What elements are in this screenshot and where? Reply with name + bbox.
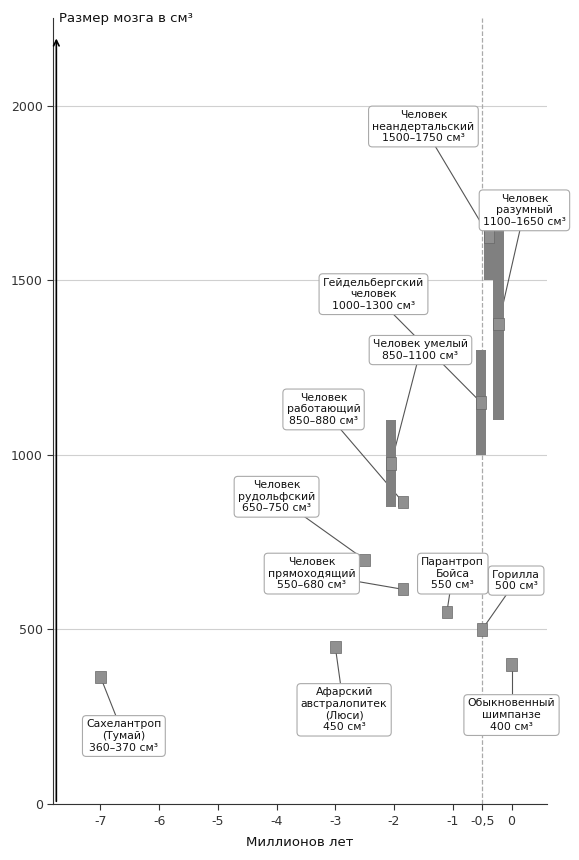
- Bar: [442, 606, 452, 618]
- Bar: [476, 350, 486, 455]
- Bar: [398, 497, 408, 507]
- Text: Человек
прямоходящий
550–680 см³: Человек прямоходящий 550–680 см³: [268, 557, 356, 590]
- Text: Парантроп
Бойса
550 см³: Парантроп Бойса 550 см³: [422, 557, 484, 590]
- Text: Человек
работающий
850–880 см³: Человек работающий 850–880 см³: [287, 393, 361, 426]
- Bar: [386, 420, 397, 507]
- Text: Человек
неандертальский
1500–1750 см³: Человек неандертальский 1500–1750 см³: [372, 110, 474, 143]
- Bar: [330, 641, 340, 653]
- Bar: [484, 230, 494, 243]
- Bar: [484, 193, 494, 280]
- Bar: [506, 658, 517, 671]
- Bar: [493, 317, 504, 330]
- Bar: [360, 554, 370, 566]
- Text: Сахелантроп
(Тумай)
360–370 см³: Сахелантроп (Тумай) 360–370 см³: [86, 720, 162, 752]
- Text: Размер мозга в см³: Размер мозга в см³: [59, 12, 193, 25]
- Bar: [477, 624, 488, 636]
- Text: Человек
разумный
1100–1650 см³: Человек разумный 1100–1650 см³: [483, 194, 566, 227]
- Text: Обыкновенный
шимпанзе
400 см³: Обыкновенный шимпанзе 400 см³: [468, 698, 555, 732]
- Bar: [386, 458, 397, 470]
- Bar: [398, 583, 408, 595]
- Bar: [476, 396, 486, 408]
- Text: Человек
рудольфский
650–750 см³: Человек рудольфский 650–750 см³: [238, 480, 315, 513]
- Bar: [493, 228, 504, 420]
- Text: Горилла
500 см³: Горилла 500 см³: [492, 570, 540, 592]
- X-axis label: Миллионов лет: Миллионов лет: [247, 836, 354, 849]
- Text: Человек умелый
850–1100 см³: Человек умелый 850–1100 см³: [373, 339, 468, 361]
- Bar: [95, 671, 106, 683]
- Bar: [398, 496, 408, 508]
- Text: Афарский
австралопитек
(Люси)
450 см³: Афарский австралопитек (Люси) 450 см³: [301, 687, 387, 732]
- Text: Гейдельбергский
человек
1000–1300 см³: Гейдельбергский человек 1000–1300 см³: [323, 278, 424, 310]
